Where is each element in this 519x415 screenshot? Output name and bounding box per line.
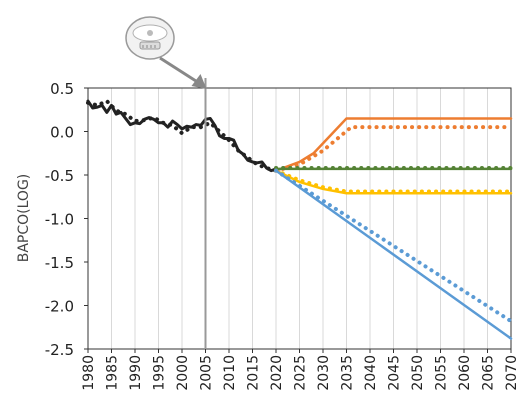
marker-annotation	[125, 16, 207, 349]
x-tick-label: 2015	[246, 355, 262, 391]
x-tick-label: 1980	[81, 355, 97, 391]
y-axis-label: BAPCO(LOG)	[16, 174, 32, 263]
y-tick-labels: 0.5 0.0 -0.5 -1.0 -1.5 -2.0 -2.5	[45, 80, 74, 359]
x-tick-label: 2035	[340, 355, 356, 391]
y-tick-label: -1.0	[45, 211, 74, 229]
x-tick-label: 2030	[316, 355, 332, 391]
x-tick-label: 2045	[387, 355, 403, 391]
series-line-historical-dotted	[86, 99, 278, 173]
x-tick-label: 2010	[222, 355, 238, 391]
x-tick-label: 1985	[105, 355, 121, 391]
series-line-orange-solid	[274, 117, 513, 172]
x-tick-label: 2070	[504, 355, 519, 391]
y-tick-label: -1.5	[45, 254, 74, 272]
marker-arrowhead	[191, 74, 207, 89]
axes	[84, 87, 512, 353]
y-tick-label: 0.0	[50, 124, 74, 142]
y-tick-label: -2.0	[45, 298, 74, 316]
x-tick-label: 2060	[457, 355, 473, 391]
smoke-detector-icon	[125, 16, 175, 60]
x-tick-label: 2025	[293, 355, 309, 391]
x-tick-label: 1990	[128, 355, 144, 391]
y-tick-label: -2.5	[45, 341, 74, 359]
y-tick-label: -0.5	[45, 167, 74, 185]
x-tick-label: 2005	[199, 355, 215, 391]
series-line-yellow-dotted	[274, 168, 513, 194]
x-tick-label: 2065	[481, 355, 497, 391]
series-line-blue-solid	[274, 169, 513, 340]
y-tick-label: 0.5	[50, 80, 74, 98]
x-tick-label: 2055	[434, 355, 450, 391]
marker-arrow-shaft	[159, 56, 199, 84]
grid-lines	[111, 88, 488, 349]
x-tick-labels: 1980 1985 1990 1995 2000 2005 2010 2015 2020 2025…	[81, 355, 519, 391]
x-tick-label: 2050	[410, 355, 426, 391]
x-tick-label: 2020	[269, 355, 285, 391]
x-tick-label: 1995	[152, 355, 168, 391]
series-lines	[86, 99, 513, 340]
series-line-blue-dotted	[274, 168, 513, 324]
x-tick-label: 2040	[363, 355, 379, 391]
x-tick-label: 2000	[175, 355, 191, 391]
